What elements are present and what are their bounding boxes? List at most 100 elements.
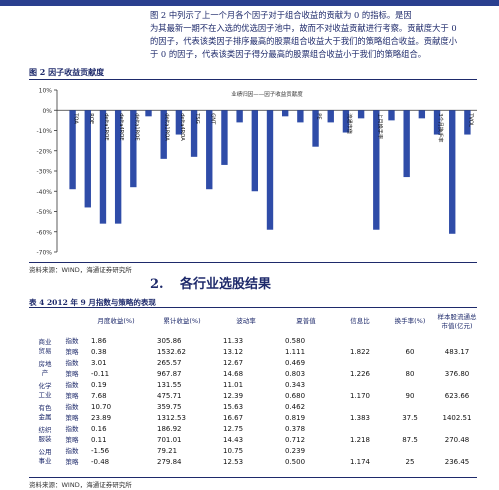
value-cell: 0.11 <box>91 436 107 444</box>
y-tick-label: -40% <box>36 189 52 196</box>
table-row: 纺织 服装 指数 0.16 186.92 12.75 0.378 <box>29 424 479 443</box>
value-cell <box>335 446 385 457</box>
table-row: 化学 工业 指数 0.19 131.55 11.01 0.343 <box>29 380 479 399</box>
type-cell: 策略 <box>65 370 79 378</box>
bar <box>130 110 137 188</box>
paragraph-line: 于 0 的因子，代表该类因子得分最高的股票组合收益小于我们的策略组合。 <box>150 49 427 59</box>
type-cell: 策略 <box>65 348 79 356</box>
paragraph-line: 的因子，代表该类因子排序最高的股票组合收益大于我们的策略组合收益。贡献度小 <box>150 36 457 46</box>
value-cell <box>385 358 435 369</box>
value-cell: 1.170 <box>349 392 371 400</box>
value-cell: 475.71 <box>157 392 182 400</box>
value-cell <box>435 446 479 457</box>
value-cell: 0.712 <box>285 436 306 444</box>
header-cell <box>61 307 83 336</box>
value-cell: 186.92 <box>157 425 182 433</box>
y-tick-label: -20% <box>36 148 52 155</box>
value-cell: 14.43 <box>223 436 244 444</box>
value-cell <box>335 380 385 391</box>
value-cell <box>435 358 479 369</box>
value-cell: 359.75 <box>157 403 182 411</box>
value-cell: 623.66 <box>444 392 470 400</box>
header-cell: 信息比 <box>350 317 370 325</box>
bar <box>418 110 426 119</box>
y-tick-label: 10% <box>39 88 53 95</box>
y-tick-label: -10% <box>36 128 52 135</box>
category-label: GNT <box>209 113 215 125</box>
industry-cell: 商业 贸易 <box>38 338 52 355</box>
value-cell: 279.84 <box>157 458 182 466</box>
figure-top-rule <box>29 79 477 80</box>
paragraph-line: 为其最新一期不在入选的优选因子池中，故而不对收益贡献进行考察。贡献度大于 0 <box>150 23 457 33</box>
y-tick-label: -70% <box>36 250 52 257</box>
header-cell: 换手率(%) <box>394 317 426 325</box>
bar <box>251 110 259 192</box>
bar <box>145 110 152 117</box>
type-cell: 指数 <box>65 403 79 411</box>
value-cell: 14.68 <box>223 370 244 378</box>
value-cell: 0.803 <box>285 370 306 378</box>
top-banner <box>0 0 499 6</box>
table-source: 资料来源：WIND，海通证券研究所 <box>29 481 132 489</box>
value-cell: 11.33 <box>223 337 244 345</box>
value-cell <box>435 336 479 347</box>
value-cell <box>385 446 435 457</box>
value-cell: 701.01 <box>157 436 182 444</box>
header-cell: 样本股流通总市值(亿元) <box>437 312 477 330</box>
value-cell <box>385 380 435 391</box>
value-cell: -1.56 <box>91 447 110 455</box>
value-cell: 1402.51 <box>442 414 472 422</box>
type-cell: 策略 <box>65 458 79 466</box>
table-row: 有色 金属 指数 10.70 359.75 15.63 0.462 <box>29 402 479 421</box>
legend-label: 业绩归因——因子收益贡献度 <box>231 90 303 98</box>
bar <box>327 110 334 123</box>
y-tick-label: -30% <box>36 169 52 176</box>
table-row: 策略 0.11 701.01 14.43 0.712 1.218 87.5 270.48 <box>29 435 479 446</box>
category-label: TOA <box>73 112 79 124</box>
y-tick-label: -50% <box>36 209 52 216</box>
value-cell: 967.87 <box>157 370 182 378</box>
value-cell: 12.67 <box>223 359 244 367</box>
bar <box>266 110 274 230</box>
table-row: 策略 0.38 1532.62 13.12 1.111 1.822 60 483.17 <box>29 347 479 358</box>
table-title: 表 4 2012 年 9 月指数与策略的表现 <box>29 298 156 307</box>
value-cell: 0.378 <box>285 425 306 433</box>
value-cell: 0.680 <box>285 392 306 400</box>
figure-bottom-rule <box>29 262 477 263</box>
bar <box>190 110 198 157</box>
value-cell: 0.38 <box>91 348 107 356</box>
bar <box>221 110 228 165</box>
value-cell: 79.21 <box>157 447 178 455</box>
value-cell <box>335 424 385 435</box>
value-cell: 1.822 <box>349 348 371 356</box>
type-cell: 指数 <box>65 337 79 345</box>
table-row: 公用 事业 指数 -1.56 79.21 10.75 0.239 <box>29 446 479 465</box>
value-cell: 236.45 <box>444 458 470 466</box>
performance-table: 月度收益(%) 累计收益(%) 波动率 夏普值 信息比 换手率(%) 样本股流通… <box>29 307 479 468</box>
header-cell: 波动率 <box>236 317 256 325</box>
category-label: 3个月换手率 <box>437 113 445 142</box>
value-cell: 131.55 <box>157 381 182 389</box>
value-cell: 305.86 <box>157 337 182 345</box>
value-cell: 87.5 <box>402 436 418 444</box>
category-label: TSG <box>194 112 200 123</box>
figure-title: 图 2 因子收益贡献度 <box>29 67 105 77</box>
type-cell: 策略 <box>65 414 79 422</box>
value-cell: 1.226 <box>349 370 371 378</box>
value-cell: 483.17 <box>444 348 470 356</box>
bar <box>312 110 319 147</box>
figure-source: 资料来源：WIND，海通证券研究所 <box>29 266 132 274</box>
bar <box>281 110 289 117</box>
header-cell: 夏普值 <box>296 317 316 325</box>
value-cell: 15.63 <box>223 403 244 411</box>
category-label: delta1ROE <box>103 113 109 140</box>
intro-paragraph: 图 2 中列示了上一个月各个因子对于组合收益的贡献为 0 的指标。是因 为其最新… <box>150 9 490 61</box>
value-cell <box>335 358 385 369</box>
value-cell <box>435 402 479 413</box>
y-tick-label: -60% <box>36 229 52 236</box>
value-cell: 1312.53 <box>157 414 186 422</box>
value-cell: 376.80 <box>444 370 470 378</box>
table-row: 策略 -0.48 279.84 12.53 0.500 1.174 25 236.45 <box>29 457 479 468</box>
bar <box>114 110 122 224</box>
bar <box>69 110 76 190</box>
